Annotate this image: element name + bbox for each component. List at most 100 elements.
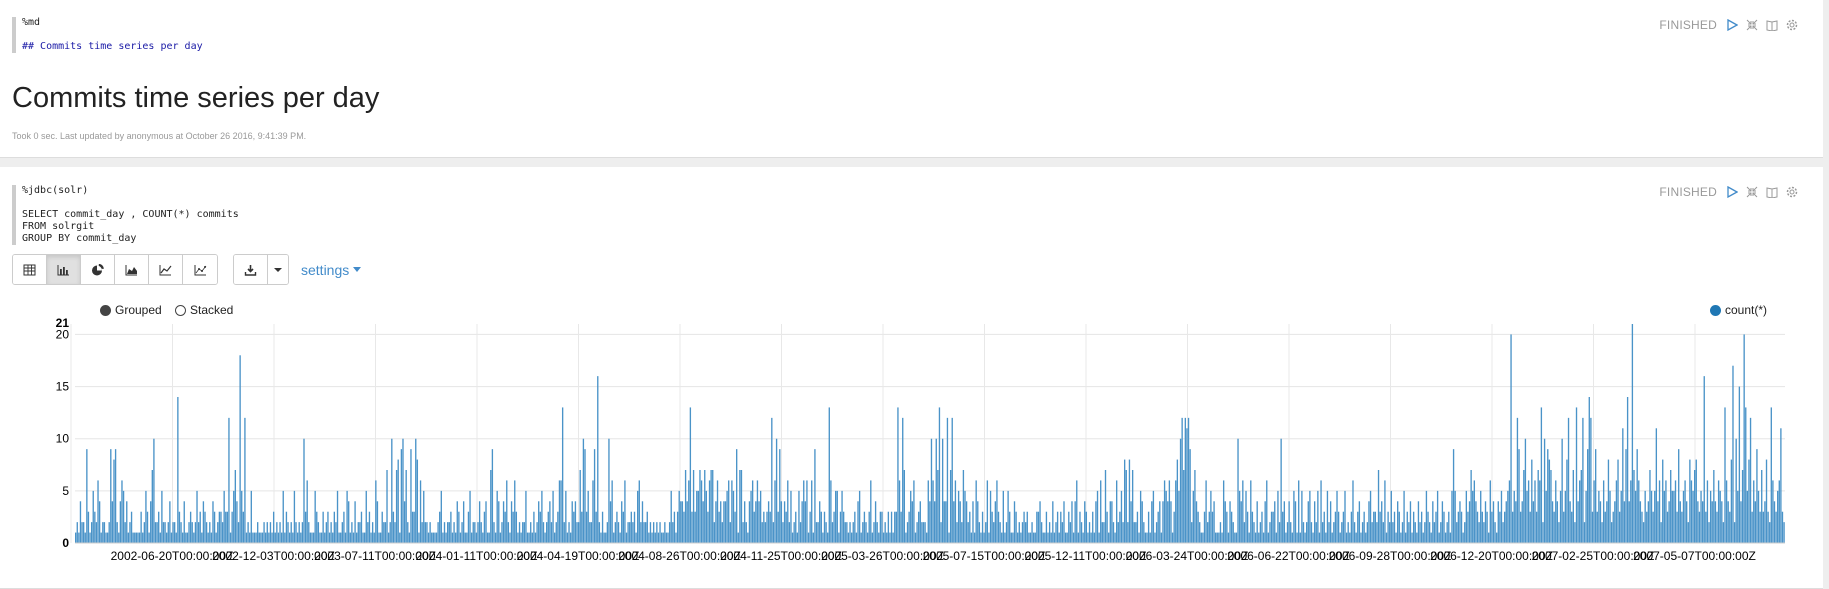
bar: [790, 490, 792, 543]
bar: [1329, 501, 1332, 543]
bar: [862, 522, 864, 543]
series-legend-item[interactable]: count(*): [1710, 303, 1767, 317]
bar: [635, 532, 637, 543]
bar: [1772, 480, 1774, 543]
bar: [1419, 522, 1421, 543]
book-icon[interactable]: [1765, 18, 1779, 32]
bar: [1496, 532, 1498, 543]
bar: [1775, 511, 1777, 543]
bar: [413, 511, 415, 543]
bar: [743, 501, 746, 543]
bar: [643, 522, 645, 543]
bar: [274, 532, 276, 543]
bar: [1318, 532, 1321, 543]
bar: [148, 532, 150, 543]
bar: [1529, 511, 1531, 543]
table-view-button[interactable]: [13, 255, 47, 284]
bar: [199, 511, 201, 543]
x-tick-label: 2007-02-25T00:00:00Z: [1532, 549, 1655, 563]
grouped-toggle[interactable]: Grouped: [100, 303, 162, 317]
bar: [1662, 459, 1664, 543]
area-chart-button[interactable]: [115, 255, 149, 284]
bar: [1709, 490, 1712, 543]
book-icon[interactable]: [1765, 185, 1779, 199]
bar: [1272, 511, 1274, 543]
bar: [1034, 532, 1036, 543]
bar: [164, 522, 166, 543]
bar: [1449, 532, 1452, 543]
bar: [1004, 532, 1006, 543]
bar: [351, 522, 353, 543]
bar: [418, 532, 420, 543]
line-chart-button[interactable]: [149, 255, 183, 284]
bar: [1147, 511, 1150, 543]
bar: [1534, 480, 1536, 543]
bar: [153, 438, 155, 543]
bar: [715, 501, 717, 543]
bar: [226, 511, 229, 543]
settings-toggle[interactable]: settings: [301, 262, 362, 278]
paragraph-controls: FINISHED: [1659, 18, 1799, 32]
bar: [1199, 522, 1201, 543]
bar: [181, 532, 184, 543]
bar: [756, 480, 759, 543]
collapse-icon[interactable]: [1745, 185, 1759, 199]
download-button[interactable]: [234, 255, 268, 284]
download-dropdown-button[interactable]: [268, 255, 288, 284]
pie-chart-button[interactable]: [81, 255, 115, 284]
bar: [796, 532, 799, 543]
bar: [1387, 511, 1389, 543]
bar: [341, 522, 343, 543]
bar: [736, 449, 738, 543]
bar: [983, 532, 985, 543]
bar: [766, 511, 768, 543]
bar: [1686, 501, 1688, 543]
bar: [512, 511, 514, 543]
bar: [985, 522, 987, 543]
bar: [231, 511, 233, 543]
bar: [357, 522, 359, 543]
bar: [1425, 490, 1428, 543]
bar: [408, 532, 411, 543]
bar: [1127, 522, 1129, 543]
bar: [1625, 449, 1627, 543]
bar: [252, 532, 254, 543]
bar: [1342, 511, 1345, 543]
code-editor[interactable]: %md ## Commits time series per day: [12, 17, 203, 53]
bar: [1547, 449, 1549, 543]
gear-icon[interactable]: [1785, 18, 1799, 32]
bar: [1532, 501, 1535, 543]
bar: [1064, 532, 1067, 543]
bar: [894, 511, 896, 543]
bar: [1317, 490, 1319, 543]
run-icon[interactable]: [1725, 18, 1739, 32]
bar: [234, 470, 237, 543]
bar: [483, 511, 486, 543]
bar-chart-button[interactable]: [47, 255, 81, 284]
bar: [1507, 490, 1509, 543]
bar: [1373, 511, 1375, 543]
bar: [1376, 522, 1378, 543]
bar: [1614, 501, 1616, 543]
bar: [873, 522, 875, 543]
collapse-icon[interactable]: [1745, 18, 1759, 32]
bar: [1657, 501, 1659, 543]
bar: [927, 480, 929, 543]
bar: [613, 532, 615, 543]
bar: [116, 522, 118, 543]
bar: [1638, 480, 1640, 543]
code-editor[interactable]: %jdbc(solr) SELECT commit_day , COUNT(*)…: [12, 185, 239, 245]
bar: [349, 532, 351, 543]
bar: [517, 532, 519, 543]
bar: [1352, 480, 1354, 543]
stacked-toggle[interactable]: Stacked: [175, 303, 233, 317]
bar: [1574, 522, 1576, 543]
bar: [1676, 511, 1678, 543]
run-icon[interactable]: [1725, 185, 1739, 199]
bar: [807, 532, 810, 543]
bar: [737, 532, 739, 543]
gear-icon[interactable]: [1785, 185, 1799, 199]
scatter-chart-button[interactable]: [183, 255, 217, 284]
bar: [641, 501, 644, 543]
bar: [236, 501, 238, 543]
